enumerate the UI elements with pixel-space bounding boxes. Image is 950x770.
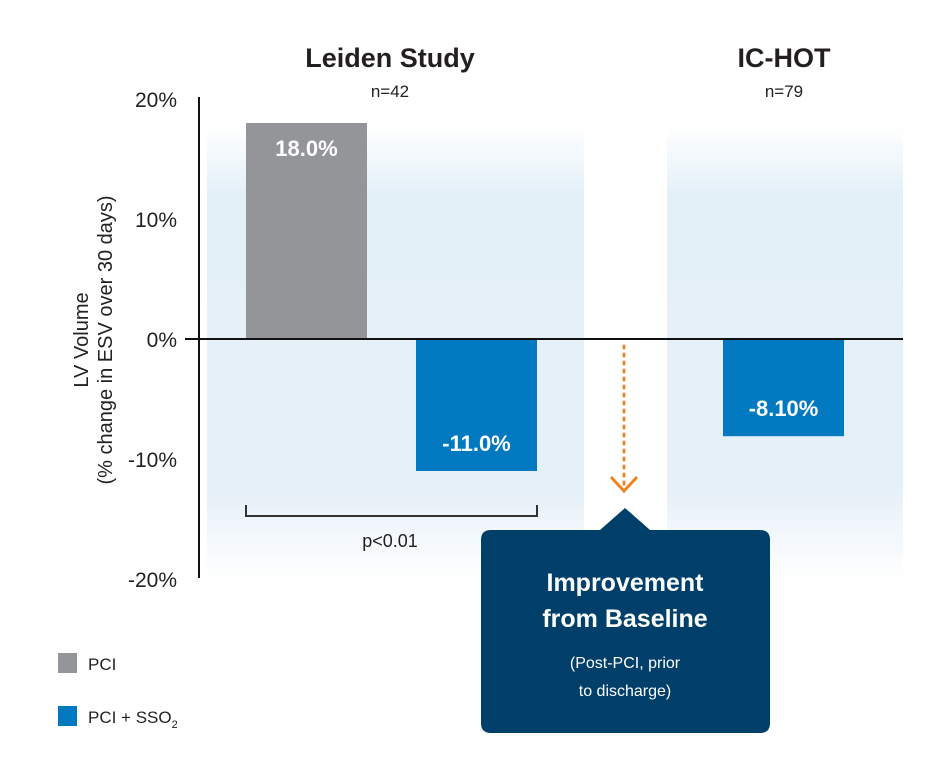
callout-sub-2: to discharge): [579, 683, 672, 700]
legend-swatch-pci-sso2: [58, 706, 77, 726]
legend-label-main: PCI + SSO: [88, 708, 172, 727]
y-axis-label-2: (% change in ESV over 30 days): [95, 195, 117, 484]
significance-label: p<0.01: [362, 531, 418, 551]
y-axis-label: LV Volume: [71, 292, 93, 387]
legend-label-pci: PCI: [88, 655, 116, 674]
group-title-leiden: Leiden Study: [305, 43, 475, 73]
y-tick-label: -20%: [128, 569, 177, 592]
callout-title-1: Improvement: [547, 569, 705, 597]
legend-swatch-pci: [58, 653, 77, 673]
y-tick-label: -10%: [128, 449, 177, 472]
legend-label-subscript: 2: [172, 719, 178, 731]
chevron-down-icon: [609, 475, 639, 494]
legend-label-pci-sso2: PCI + SSO2: [88, 708, 178, 731]
callout-sub-1: (Post-PCI, prior: [570, 655, 681, 672]
bar-1-0: [723, 339, 844, 437]
callout-title-2: from Baseline: [542, 605, 707, 633]
bar-0-0: [246, 123, 367, 339]
y-tick-label: 20%: [135, 89, 177, 112]
bar-data-label: 18.0%: [275, 136, 337, 161]
significance-bracket: [245, 505, 538, 517]
bar-data-label: -11.0%: [442, 431, 511, 456]
y-tick-label: 10%: [135, 209, 177, 232]
y-tick-label: 0%: [147, 329, 177, 352]
group-title-ichot: IC-HOT: [738, 43, 831, 73]
group-n-ichot: n=79: [765, 82, 803, 101]
bar-0-1: [416, 339, 537, 471]
group-n-leiden: n=42: [371, 82, 409, 101]
bar-data-label: -8.10%: [749, 396, 819, 421]
callout-box: [481, 508, 770, 733]
